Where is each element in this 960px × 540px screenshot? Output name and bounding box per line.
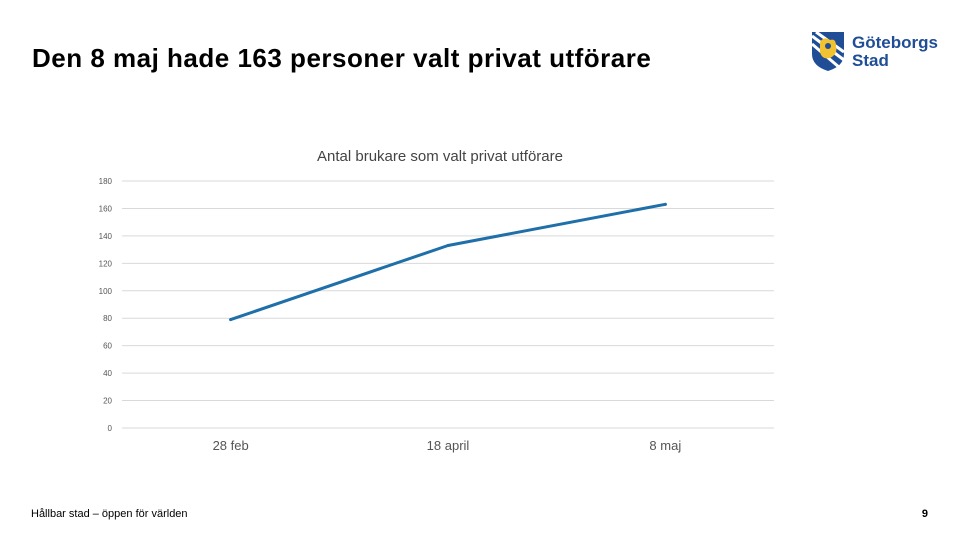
chart-title: Antal brukare som valt privat utförare	[317, 148, 563, 165]
y-tick-label-40: 40	[103, 369, 112, 378]
x-tick-label-2: 8 maj	[649, 438, 681, 453]
y-tick-label-160: 160	[99, 204, 113, 213]
y-tick-label-180: 180	[99, 177, 113, 186]
data-point-0-0	[229, 318, 233, 322]
goteborgs-stad-logo: Göteborgs Stad	[810, 30, 938, 74]
x-tick-label-1: 18 april	[427, 438, 470, 453]
page-number: 9	[921, 508, 928, 520]
footer-text: Hållbar stad – öppen för världen	[31, 508, 188, 520]
logo-line-2: Stad	[852, 51, 889, 70]
y-tick-label-120: 120	[99, 259, 113, 268]
y-tick-label-140: 140	[99, 232, 113, 241]
y-tick-label-80: 80	[103, 314, 112, 323]
data-point-0-1	[446, 243, 450, 247]
y-tick-label-100: 100	[99, 287, 113, 296]
data-point-0-2	[663, 202, 667, 206]
x-tick-label-0: 28 feb	[213, 438, 249, 453]
coat-of-arms-icon	[811, 30, 845, 71]
slide-title: Den 8 maj hade 163 personer valt privat …	[32, 43, 652, 73]
y-tick-label-60: 60	[103, 342, 112, 351]
y-tick-label-0: 0	[108, 424, 113, 433]
y-tick-label-20: 20	[103, 397, 112, 406]
series-line-0	[229, 202, 667, 322]
logo-line-1: Göteborgs	[852, 33, 938, 52]
